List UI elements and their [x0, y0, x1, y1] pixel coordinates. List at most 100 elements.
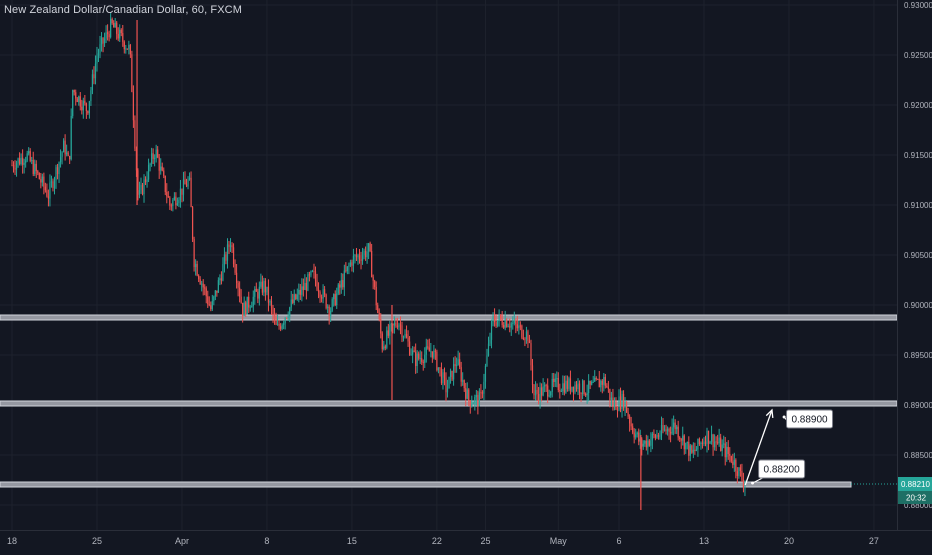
candle-body — [204, 287, 206, 289]
candle-body — [119, 29, 121, 39]
projection-arrow-line[interactable] — [744, 409, 773, 486]
candle-body — [152, 153, 154, 159]
candle-body — [116, 22, 118, 34]
level-zone-mid[interactable] — [0, 400, 898, 407]
candle-body — [572, 386, 575, 393]
candle-body — [43, 176, 45, 187]
candle-body — [93, 74, 95, 79]
candle-body — [232, 247, 235, 265]
candle-body — [270, 301, 273, 308]
price-tick-label: 0.92000 — [904, 101, 932, 110]
candle-body — [665, 429, 667, 432]
candle-body — [49, 182, 51, 199]
candle-body — [117, 33, 119, 39]
candle-body — [563, 383, 565, 393]
candle-body — [44, 186, 46, 191]
candle-body — [381, 333, 383, 350]
candle-body — [111, 19, 113, 24]
callout-box[interactable] — [786, 409, 834, 429]
candle-body — [474, 397, 476, 404]
projection-arrowhead — [765, 408, 774, 419]
candle-body — [132, 91, 134, 121]
candle-body — [319, 292, 321, 298]
callout-box[interactable] — [758, 459, 806, 479]
candle-body — [500, 314, 502, 319]
price-tick-label: 0.88000 — [904, 501, 932, 510]
candle-body — [73, 90, 75, 93]
candle-body — [260, 281, 262, 287]
candle-body — [50, 181, 53, 183]
candle-body — [629, 416, 631, 424]
candle-body — [76, 98, 78, 103]
price-axis[interactable]: 0.93000 0.92500 0.92000 0.91500 0.91000 0.905… — [897, 0, 932, 550]
candle-body — [534, 389, 537, 396]
candle-body — [290, 299, 292, 308]
candle-body — [368, 243, 370, 252]
candle-body — [11, 165, 13, 166]
candle-body — [707, 430, 710, 444]
candle-body — [160, 166, 162, 171]
candle-body — [272, 307, 274, 316]
grid-lines — [0, 0, 897, 530]
candle-body — [454, 364, 456, 367]
candle-body — [358, 255, 361, 259]
candle-body — [327, 306, 329, 308]
candle-body — [81, 106, 83, 111]
callout-anchor-dot — [751, 481, 755, 485]
candle-body — [62, 140, 65, 153]
chart-title: New Zealand Dollar/Canadian Dollar, 60, … — [4, 4, 242, 16]
price-tick-label: 0.89500 — [904, 351, 932, 360]
candle-body — [349, 262, 352, 266]
candle-body — [188, 177, 191, 180]
candle-body — [431, 351, 433, 358]
candle-body — [692, 449, 694, 453]
candle-body — [308, 274, 311, 276]
candle-body — [178, 199, 180, 204]
candle-body — [490, 321, 493, 340]
candle-body — [465, 388, 467, 399]
candle-body — [683, 435, 685, 450]
candles — [11, 13, 746, 510]
level-zone-resistance[interactable] — [0, 314, 898, 321]
candle-body — [601, 380, 603, 385]
candle-body — [632, 426, 634, 433]
candle-body — [723, 443, 725, 445]
level-zone-support[interactable] — [0, 481, 852, 488]
candle-body — [583, 380, 585, 394]
candle-body — [710, 434, 713, 442]
candle-body — [70, 115, 72, 160]
candle-body — [422, 361, 424, 363]
candle-body — [170, 205, 172, 207]
candle-body — [598, 379, 600, 388]
time-tick-label: May — [550, 536, 568, 546]
candle-body — [120, 29, 122, 34]
candle-body — [512, 323, 514, 324]
candle-body — [585, 393, 587, 396]
candle-body — [22, 157, 24, 165]
annotations[interactable]: 0.88900 0.88200 — [744, 408, 897, 486]
candle-body — [701, 442, 704, 445]
candle-body — [141, 184, 144, 195]
candle-body — [595, 377, 597, 380]
candle-body — [25, 160, 27, 163]
time-tick-label: 13 — [699, 536, 709, 546]
candle-body — [478, 392, 480, 407]
candle-body — [448, 376, 450, 389]
candle-body — [333, 294, 335, 300]
candle-body — [527, 331, 529, 341]
price-tick-label: 0.92500 — [904, 51, 932, 60]
candle-body — [169, 197, 171, 206]
candle-body — [122, 33, 124, 42]
time-tick-label: Apr — [175, 536, 189, 546]
candle-body — [544, 385, 546, 387]
current-price-badge[interactable] — [898, 477, 932, 491]
candle-body — [226, 244, 229, 261]
candle-body — [606, 385, 608, 388]
time-axis[interactable]: 18 25 Apr 8 15 22 25 May 6 13 20 27 — [0, 530, 932, 547]
candle-body — [208, 304, 210, 306]
candle-body — [610, 397, 613, 400]
candle-body — [364, 250, 367, 258]
candle-body — [210, 305, 212, 310]
